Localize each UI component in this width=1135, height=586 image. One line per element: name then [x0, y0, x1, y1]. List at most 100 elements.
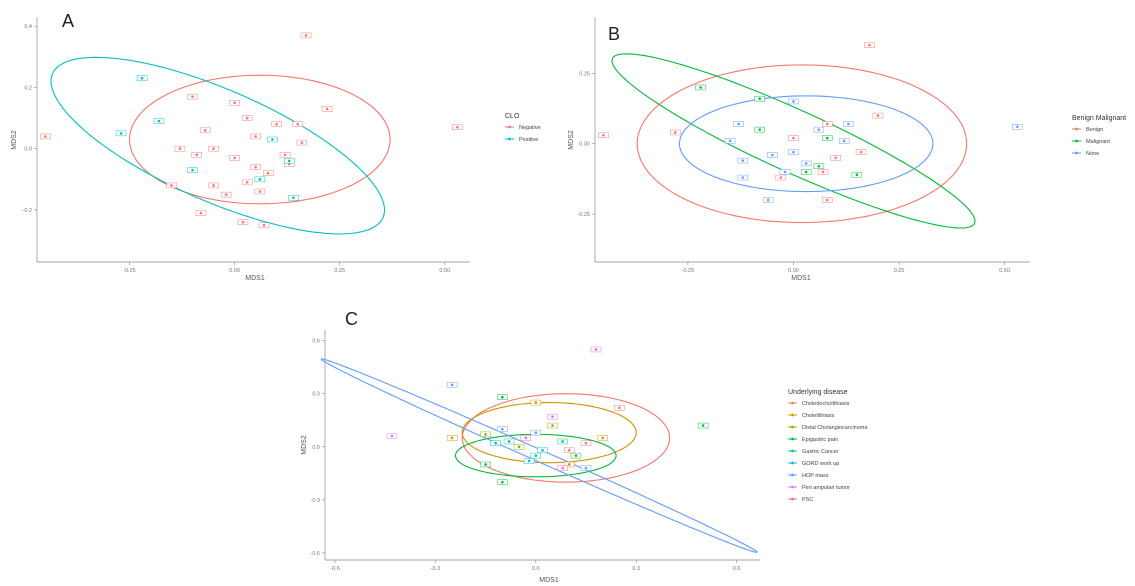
x-axis-title: MDS1 — [539, 577, 559, 584]
point-gastric-cancer — [507, 440, 511, 443]
y-tick-label: 0.00 — [579, 142, 590, 148]
point-epigastric-pain — [484, 463, 487, 466]
legend-label-gord-work-up: GORD work up — [802, 461, 839, 467]
point-gastric-cancer — [561, 440, 564, 443]
point-negative — [296, 122, 299, 126]
y-tick-label: -0.3 — [311, 498, 320, 504]
point-negative — [170, 184, 173, 187]
y-tick-label: -0.6 — [311, 551, 320, 557]
point-benign — [825, 122, 829, 126]
point-negative — [212, 184, 215, 187]
point-positive — [292, 196, 295, 199]
legend-label-choledocholithiasis: Choledocholithiasis — [802, 401, 850, 407]
point-negative — [254, 165, 257, 169]
ellipse-none — [678, 95, 934, 193]
point-positive — [258, 178, 262, 181]
point-malignant — [804, 170, 808, 174]
point-none — [817, 128, 821, 131]
panel-letter: B — [608, 24, 620, 44]
x-tick-label: 0.50 — [439, 268, 450, 274]
point-none — [766, 198, 770, 202]
point-negative — [195, 153, 199, 157]
x-axis-title: MDS1 — [791, 275, 811, 282]
legend-title: CLO — [505, 113, 520, 120]
point-cholelithiasis — [601, 436, 605, 440]
point-malignant — [817, 164, 821, 168]
point-psc — [594, 348, 598, 351]
x-tick-label: 0.25 — [334, 268, 345, 274]
ellipse-benign — [636, 64, 968, 224]
point-negative — [283, 153, 287, 157]
y-tick-label: 0.0 — [312, 445, 320, 451]
legend-label-gastric-cancer: Gastric Cancer — [802, 449, 839, 455]
y-tick-label: 0.3 — [312, 392, 320, 398]
legend-key-dot — [1075, 151, 1078, 155]
ellipse-epigastric-pain — [454, 433, 617, 478]
legend-key-dot — [791, 497, 794, 501]
legend-key-dot — [791, 485, 794, 489]
legend: Underlying disease Choledocholithiasis Cho… — [788, 389, 868, 503]
point-none — [842, 139, 846, 143]
point-none — [728, 139, 732, 143]
point-psc — [561, 466, 564, 470]
legend-title: Benign Malignant — [1072, 115, 1126, 122]
y-axis-title: MDS2 — [11, 130, 18, 150]
point-negative — [275, 122, 278, 126]
point-peri-ampulari-tumor — [551, 415, 554, 418]
point-positive — [287, 159, 291, 163]
point-psc — [524, 436, 528, 440]
point-choledocholithiasis — [618, 406, 621, 410]
legend: CLO Negative Positive — [505, 113, 541, 143]
legend-label-positive: Positive — [519, 137, 538, 143]
point-gord-work-up — [541, 449, 544, 452]
y-tick-label: 0.0 — [24, 147, 32, 153]
legend-label-hop-mass: HOP mass — [802, 473, 829, 479]
point-positive — [119, 132, 123, 135]
point-negative — [241, 220, 245, 224]
legend-key-dot — [791, 461, 794, 465]
y-tick-label: -0.2 — [23, 208, 32, 214]
point-epigastric-pain — [501, 480, 504, 484]
point-positive — [140, 76, 144, 80]
point-benign — [792, 136, 795, 140]
panel-letter: A — [62, 11, 74, 31]
point-none — [792, 150, 795, 154]
panel-letter: C — [345, 309, 358, 329]
legend-key-dot — [791, 413, 794, 417]
legend-title: Underlying disease — [788, 389, 848, 396]
legend-label-epigastric-pain: Epigastric pain — [802, 437, 838, 443]
y-tick-label: 0.6 — [312, 339, 320, 345]
point-none — [741, 176, 745, 179]
point-none — [847, 122, 850, 126]
point-benign — [859, 150, 863, 154]
point-negative — [456, 125, 459, 129]
x-tick-label: -0.25 — [682, 268, 695, 274]
point-choledocholithiasis — [584, 441, 588, 445]
ellipse-hop-mass — [320, 358, 758, 553]
point-benign — [602, 133, 605, 137]
point-none — [1016, 125, 1019, 129]
point-negative — [266, 171, 270, 175]
point-negative — [258, 190, 262, 193]
point-negative — [44, 135, 47, 138]
legend-key-dot — [508, 137, 511, 141]
x-tick-label: 0.6 — [733, 566, 741, 572]
panel-a: A -0.25 0.00 0.25 0.50 0.4 0.2 0.0 -0.2 MDS1 MDS2 C… — [11, 11, 541, 282]
y-tick-label: 0.25 — [579, 71, 590, 77]
x-tick-label: 0.3 — [632, 566, 640, 572]
point-peri-ampulari-tumor — [390, 434, 394, 438]
point-distal-cholangiocarcinoma — [484, 433, 487, 436]
legend-key-dot — [791, 473, 794, 477]
point-gastric-cancer — [534, 454, 538, 457]
x-axis-title: MDS1 — [245, 275, 265, 282]
legend-key-dot — [791, 425, 794, 429]
point-negative — [178, 147, 182, 150]
legend-key-dot — [1075, 139, 1078, 143]
point-cholelithiasis — [534, 401, 538, 404]
ellipse-negative — [128, 74, 391, 205]
x-tick-label: 0.00 — [229, 268, 240, 274]
y-tick-label: 0.4 — [24, 24, 32, 30]
ellipse-positive — [50, 56, 386, 235]
panel-b: B -0.25 0.00 0.25 0.50 0.25 0.00 -0.25 MDS1 MDS2 B… — [568, 17, 1126, 282]
